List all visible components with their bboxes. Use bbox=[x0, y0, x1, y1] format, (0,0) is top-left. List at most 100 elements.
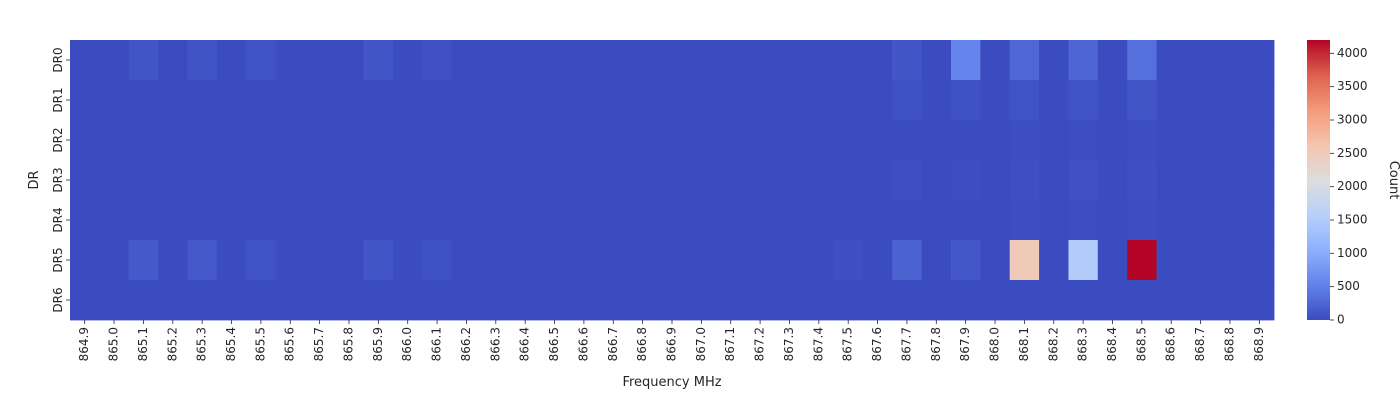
heatmap-cell bbox=[1244, 160, 1275, 201]
heatmap-cell bbox=[569, 200, 599, 241]
heatmap-cell bbox=[539, 80, 570, 121]
heatmap-cell bbox=[422, 80, 453, 121]
heatmap-cell bbox=[1127, 40, 1157, 81]
heatmap-cell bbox=[128, 280, 159, 321]
x-tick-label: 868.2 bbox=[1046, 327, 1060, 361]
heatmap-cell bbox=[1068, 240, 1099, 281]
heatmap-cell bbox=[481, 160, 511, 201]
heatmap-cell bbox=[539, 120, 570, 161]
heatmap-cell bbox=[216, 40, 247, 81]
heatmap-cell bbox=[334, 40, 365, 81]
heatmap-cell bbox=[1127, 240, 1157, 281]
colorbar-tick-label: 2000 bbox=[1337, 179, 1368, 193]
x-tick-label: 868.9 bbox=[1252, 327, 1266, 361]
heatmap-cell bbox=[774, 160, 805, 201]
heatmap-cell bbox=[1244, 280, 1275, 321]
y-tick-label: DR4 bbox=[51, 207, 65, 232]
heatmap-cell bbox=[716, 240, 746, 281]
colorbar-tick-label: 1000 bbox=[1337, 246, 1368, 260]
colorbar bbox=[1307, 40, 1330, 320]
heatmap-cell bbox=[1185, 120, 1216, 161]
heatmap-cell bbox=[569, 40, 599, 81]
heatmap-cell bbox=[716, 40, 746, 81]
heatmap-cell bbox=[1244, 120, 1275, 161]
heatmap-cell bbox=[745, 120, 776, 161]
heatmap-cell bbox=[1185, 80, 1216, 121]
heatmap-cell bbox=[1039, 40, 1069, 81]
heatmap-cell bbox=[980, 80, 1011, 121]
heatmap-cell bbox=[158, 280, 188, 321]
heatmap-cell bbox=[1097, 240, 1128, 281]
heatmap-cell bbox=[1185, 40, 1216, 81]
heatmap-cell bbox=[216, 80, 247, 121]
heatmap-cell bbox=[363, 40, 394, 81]
heatmap-cell bbox=[598, 280, 629, 321]
heatmap-cell bbox=[950, 240, 981, 281]
y-tick-label: DR5 bbox=[51, 247, 65, 272]
x-tick-label: 866.4 bbox=[518, 327, 532, 361]
heatmap-cell bbox=[980, 40, 1011, 81]
x-tick-label: 867.9 bbox=[958, 327, 972, 361]
heatmap-cell bbox=[627, 280, 658, 321]
heatmap-cell bbox=[1097, 40, 1128, 81]
colorbar-tick-label: 2500 bbox=[1337, 146, 1368, 160]
x-tick-label: 865.2 bbox=[165, 327, 179, 361]
heatmap-cell bbox=[99, 240, 130, 281]
colorbar-tick-label: 1500 bbox=[1337, 213, 1368, 227]
heatmap-cell bbox=[275, 120, 306, 161]
heatmap-cell bbox=[921, 120, 952, 161]
x-tick-label: 868.6 bbox=[1164, 327, 1178, 361]
x-tick-label: 865.4 bbox=[224, 327, 238, 361]
colorbar-label: Count bbox=[1386, 161, 1400, 200]
heatmap-cell bbox=[892, 40, 923, 81]
x-tick-label: 866.2 bbox=[459, 327, 473, 361]
heatmap-cell bbox=[304, 240, 335, 281]
heatmap-cell bbox=[539, 280, 570, 321]
heatmap-cell bbox=[950, 280, 981, 321]
x-tick-label: 868.4 bbox=[1105, 327, 1119, 361]
heatmap-cell bbox=[451, 160, 482, 201]
y-axis-label: DR bbox=[27, 170, 42, 189]
heatmap-cell bbox=[99, 80, 130, 121]
heatmap-cell bbox=[804, 240, 834, 281]
heatmap-cell bbox=[510, 240, 541, 281]
heatmap-cell bbox=[216, 240, 247, 281]
heatmap-cell bbox=[862, 120, 893, 161]
heatmap-cell bbox=[422, 40, 453, 81]
heatmap-cell bbox=[774, 40, 805, 81]
heatmap-cell bbox=[686, 160, 717, 201]
heatmap-cell bbox=[1068, 120, 1099, 161]
heatmap-cell bbox=[716, 160, 746, 201]
heatmap-cell bbox=[921, 200, 952, 241]
heatmap-cell bbox=[1244, 80, 1275, 121]
x-tick-label: 865.6 bbox=[283, 327, 297, 361]
heatmap-cell bbox=[1156, 160, 1187, 201]
x-tick-label: 868.1 bbox=[1017, 327, 1031, 361]
colorbar-tick-label: 3500 bbox=[1337, 79, 1368, 93]
heatmap-cell bbox=[980, 120, 1011, 161]
heatmap-cell bbox=[686, 120, 717, 161]
heatmap-cell bbox=[1039, 160, 1069, 201]
heatmap-cell bbox=[128, 80, 159, 121]
heatmap-cell bbox=[745, 240, 776, 281]
heatmap-cell bbox=[627, 240, 658, 281]
heatmap-cell bbox=[657, 120, 688, 161]
heatmap-cell bbox=[716, 280, 746, 321]
heatmap-cell bbox=[862, 80, 893, 121]
heatmap-cell bbox=[510, 80, 541, 121]
heatmap-cell bbox=[334, 280, 365, 321]
x-tick-label: 865.7 bbox=[312, 327, 326, 361]
heatmap-cell bbox=[128, 200, 159, 241]
heatmap-cell bbox=[510, 200, 541, 241]
heatmap-cell bbox=[1039, 280, 1069, 321]
heatmap-cell bbox=[1156, 120, 1187, 161]
x-tick-label: 867.2 bbox=[753, 327, 767, 361]
x-tick-label: 867.8 bbox=[929, 327, 943, 361]
heatmap-cell bbox=[275, 280, 306, 321]
heatmap-cell bbox=[216, 160, 247, 201]
heatmap-cell bbox=[980, 280, 1011, 321]
heatmap-cell bbox=[804, 80, 834, 121]
heatmap-cell bbox=[1009, 160, 1040, 201]
heatmap-cell bbox=[1185, 240, 1216, 281]
heatmap-cell bbox=[1009, 80, 1040, 121]
